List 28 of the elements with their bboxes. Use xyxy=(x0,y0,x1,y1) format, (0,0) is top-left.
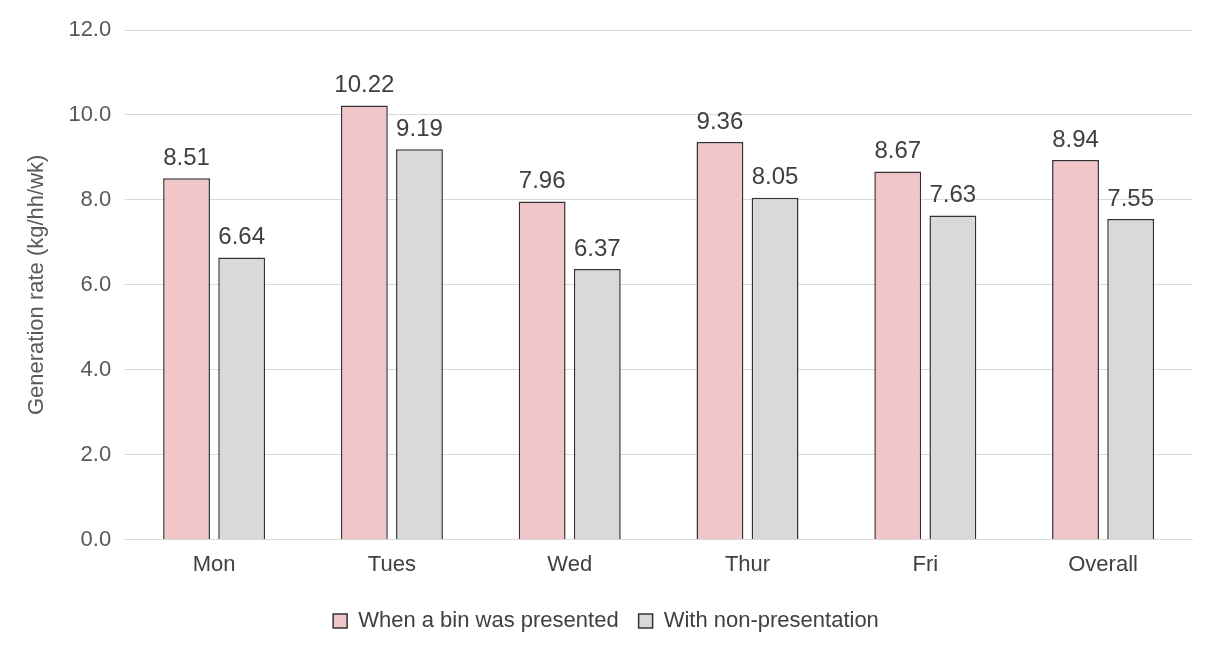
x-tick-label: Overall xyxy=(1068,550,1138,576)
y-tick-label: 6.0 xyxy=(80,270,112,296)
y-tick-label: 2.0 xyxy=(80,440,112,466)
x-tick-label: Thur xyxy=(724,550,771,576)
data-label: 8.67 xyxy=(874,136,922,164)
x-tick-label: Tues xyxy=(367,550,416,576)
y-tick-label: 12.0 xyxy=(68,16,112,42)
legend-label: When a bin was presented xyxy=(358,607,619,633)
data-label: 8.05 xyxy=(751,162,799,190)
data-label: 9.19 xyxy=(396,113,443,141)
data-label: 9.36 xyxy=(696,106,744,134)
legend-label: With non-presentation xyxy=(663,607,879,633)
x-tick-label: Wed xyxy=(547,550,593,576)
y-tick-label: 10.0 xyxy=(68,101,112,126)
data-label: 7.55 xyxy=(1107,183,1155,211)
y-tick-label: 8.0 xyxy=(80,185,112,211)
data-label: 10.22 xyxy=(334,70,395,98)
data-label: 7.63 xyxy=(929,180,977,208)
data-label: 8.94 xyxy=(1052,124,1099,152)
y-axis-title: Generation rate (kg/hh/wk) xyxy=(23,154,49,416)
x-tick-label: Mon xyxy=(192,550,236,576)
data-label: 6.37 xyxy=(573,233,621,261)
data-label: 6.64 xyxy=(218,222,266,250)
data-label: 7.96 xyxy=(518,166,566,194)
y-tick-label: 4.0 xyxy=(80,355,112,381)
y-tick-label: 0.0 xyxy=(80,525,112,551)
x-tick-label: Fri xyxy=(912,550,939,576)
data-label: 8.51 xyxy=(163,142,210,170)
